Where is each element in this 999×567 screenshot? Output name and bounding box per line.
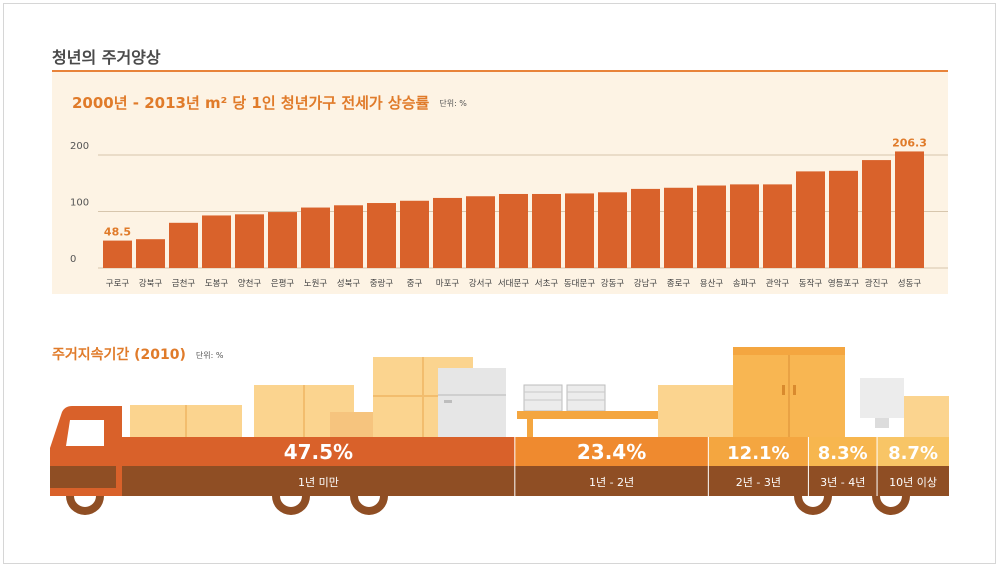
wheel-icon — [350, 496, 388, 515]
truck-wheels — [66, 496, 910, 515]
category-label: 서대문구 — [498, 279, 529, 289]
bar — [103, 240, 132, 268]
desk-icon — [517, 411, 713, 419]
title-divider — [52, 70, 948, 72]
category-label: 동작구 — [799, 278, 823, 289]
duration-value-label: 47.5% — [284, 440, 353, 464]
chart2-title: 주거지속기간 (2010) 단위: % — [52, 344, 223, 364]
duration-segment-base — [514, 466, 709, 496]
bar — [268, 212, 297, 268]
category-label: 종로구 — [667, 279, 691, 289]
wheel-icon — [66, 496, 104, 515]
wheel-icon — [272, 496, 310, 515]
category-label: 성북구 — [337, 279, 361, 289]
category-label: 노원구 — [304, 279, 328, 289]
duration-segments: 47.5% 1년 미만 23.4% 1년 - 2년 12.1% 2년 - 3년 8.3% 3년… — [122, 437, 949, 496]
duration-value-label: 8.3% — [818, 443, 868, 464]
category-label: 강북구 — [139, 278, 163, 289]
category-label: 은평구 — [271, 278, 295, 289]
category-label: 강동구 — [601, 278, 625, 289]
chart1-title-text: 2000년 - 2013년 m² 당 1인 청년가구 전세가 상승률 — [72, 94, 430, 112]
duration-segment-bar — [877, 437, 949, 466]
bar — [433, 197, 462, 268]
wheel-icon — [794, 496, 832, 515]
box-icon — [904, 396, 949, 437]
bar — [136, 239, 165, 268]
duration-value-label: 12.1% — [727, 443, 789, 464]
bar — [895, 151, 924, 268]
duration-segment-base — [122, 466, 515, 496]
cargo-illustration — [130, 347, 949, 437]
category-label: 중구 — [407, 279, 423, 289]
y-tick-label: 0 — [70, 254, 76, 265]
books-icon — [566, 384, 606, 412]
bar — [301, 207, 330, 268]
duration-category-label: 3년 - 4년 — [820, 476, 865, 489]
bar — [169, 222, 198, 268]
duration-category-label: 1년 - 2년 — [589, 476, 634, 489]
truck-cab — [50, 406, 122, 496]
bar — [565, 193, 594, 268]
data-label-last: 206.3 — [892, 136, 927, 149]
bar — [499, 193, 528, 268]
bar — [664, 187, 693, 268]
category-label: 광진구 — [865, 278, 889, 289]
duration-category-label: 2년 - 3년 — [736, 476, 781, 489]
data-label-first: 48.5 — [104, 226, 131, 239]
category-label: 강남구 — [634, 278, 658, 289]
duration-segment-base — [708, 466, 809, 496]
duration-segment-bar — [122, 437, 515, 466]
bar — [862, 160, 891, 268]
category-label: 양천구 — [238, 278, 262, 289]
duration-category-label: 10년 이상 — [889, 476, 937, 489]
bar — [796, 171, 825, 268]
category-label: 강서구 — [469, 278, 493, 289]
duration-segment-bar — [808, 437, 878, 466]
y-tick-label: 200 — [70, 141, 89, 152]
bar — [631, 188, 660, 268]
books-icon — [523, 384, 563, 412]
bar — [367, 203, 396, 268]
chart1-title: 2000년 - 2013년 m² 당 1인 청년가구 전세가 상승률 단위: % — [72, 92, 467, 113]
duration-value-label: 23.4% — [577, 440, 646, 464]
rent-increase-bar-chart: 0 100 200 구로구 강북구 금천구 도봉구 양천구 은평구 노원구 성북구 중랑구 중구 마포구 강… — [70, 136, 948, 289]
duration-category-label: 1년 미만 — [298, 476, 339, 489]
y-tick-label: 100 — [70, 198, 89, 209]
bar — [697, 185, 726, 268]
chart2-unit: 단위: % — [195, 350, 224, 360]
category-label: 금천구 — [172, 278, 196, 289]
bar — [235, 214, 264, 268]
category-label: 동대문구 — [564, 279, 595, 289]
bar — [829, 170, 858, 268]
wheel-icon — [872, 496, 910, 515]
chart1-unit: 단위: % — [439, 99, 467, 108]
category-label: 구로구 — [106, 279, 130, 289]
category-label: 용산구 — [700, 278, 724, 289]
duration-segment-base — [808, 466, 878, 496]
category-label: 서초구 — [535, 279, 559, 289]
bar — [400, 200, 429, 268]
bar — [466, 196, 495, 268]
bar — [202, 215, 231, 268]
category-label: 관악구 — [766, 278, 790, 289]
bar — [532, 193, 561, 268]
category-label: 도봉구 — [205, 279, 229, 289]
bar — [334, 205, 363, 268]
category-label: 송파구 — [733, 279, 757, 289]
page-title: 청년의 주거양상 — [52, 48, 161, 67]
chart2-title-text: 주거지속기간 (2010) — [52, 347, 186, 363]
category-label: 중랑구 — [370, 278, 394, 289]
duration-value-label: 8.7% — [888, 443, 938, 464]
duration-segment-bar — [708, 437, 809, 466]
duration-segment-bar — [514, 437, 709, 466]
category-label: 마포구 — [436, 279, 460, 289]
bar — [763, 184, 792, 268]
duration-segment-base — [877, 466, 949, 496]
bar — [730, 184, 759, 268]
category-label: 영등포구 — [828, 278, 859, 289]
computer-icon — [860, 378, 904, 418]
bar — [598, 192, 627, 268]
category-label: 성동구 — [898, 279, 922, 289]
